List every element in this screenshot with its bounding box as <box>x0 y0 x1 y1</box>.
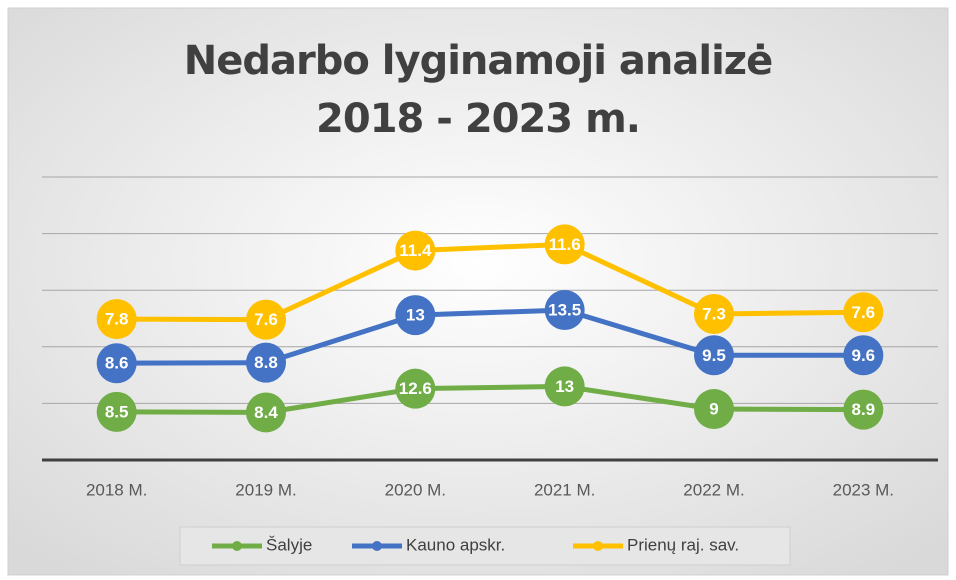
data-label: 7.3 <box>702 304 726 323</box>
data-label: 8.8 <box>254 353 278 372</box>
marker <box>694 293 734 334</box>
marker <box>395 368 436 409</box>
data-label: 13.5 <box>548 300 581 319</box>
chart-background <box>7 7 949 576</box>
marker <box>544 224 585 265</box>
legend-swatch-marker <box>232 541 242 551</box>
marker <box>694 389 734 430</box>
data-label: 7.8 <box>105 310 129 329</box>
data-label: 8.5 <box>105 402 129 421</box>
marker <box>395 295 436 336</box>
legend-label: Prienų raj. sav. <box>627 535 739 554</box>
marker <box>246 299 286 340</box>
marker <box>843 335 884 376</box>
marker <box>843 292 884 333</box>
legend-label: Šalyje <box>266 535 312 554</box>
x-tick-label: 2023 M. <box>833 480 894 499</box>
data-label: 9.6 <box>852 346 876 365</box>
legend-box <box>179 526 791 566</box>
data-label: 8.6 <box>105 354 129 373</box>
legend-swatch-marker <box>593 541 603 551</box>
series-line <box>116 383 864 415</box>
x-tick-label: 2018 M. <box>86 480 147 499</box>
x-tick-label: 2022 M. <box>683 480 744 499</box>
marker <box>96 299 137 340</box>
marker <box>96 343 137 384</box>
data-label: 9.5 <box>702 346 726 365</box>
marker <box>843 389 884 430</box>
series-line <box>116 241 864 323</box>
chart-title: Nedarbo lyginamoji analizė 2018 - 2023 m… <box>183 38 773 142</box>
marker <box>694 335 734 376</box>
x-tick-label: 2021 M. <box>534 480 595 499</box>
data-label: 13 <box>406 306 425 325</box>
marker <box>246 342 286 383</box>
data-label: 7.6 <box>254 310 278 329</box>
series-line <box>116 307 864 366</box>
marker <box>544 366 585 407</box>
x-tick-label: 2020 M. <box>385 480 446 499</box>
data-label: 11.6 <box>549 235 581 254</box>
data-label: 9 <box>709 400 718 419</box>
data-label: 11.4 <box>399 241 432 260</box>
data-label: 12.6 <box>399 379 432 398</box>
marker <box>544 290 585 331</box>
legend-swatch-marker <box>372 541 382 551</box>
legend-label: Kauno apskr. <box>406 535 505 554</box>
data-label: 8.4 <box>254 403 278 422</box>
marker <box>96 391 137 432</box>
x-tick-label: 2019 M. <box>235 480 296 499</box>
marker <box>395 230 436 271</box>
data-label: 8.9 <box>852 400 876 419</box>
marker <box>246 392 286 433</box>
data-label: 13 <box>555 377 574 396</box>
data-label: 7.6 <box>852 303 876 322</box>
